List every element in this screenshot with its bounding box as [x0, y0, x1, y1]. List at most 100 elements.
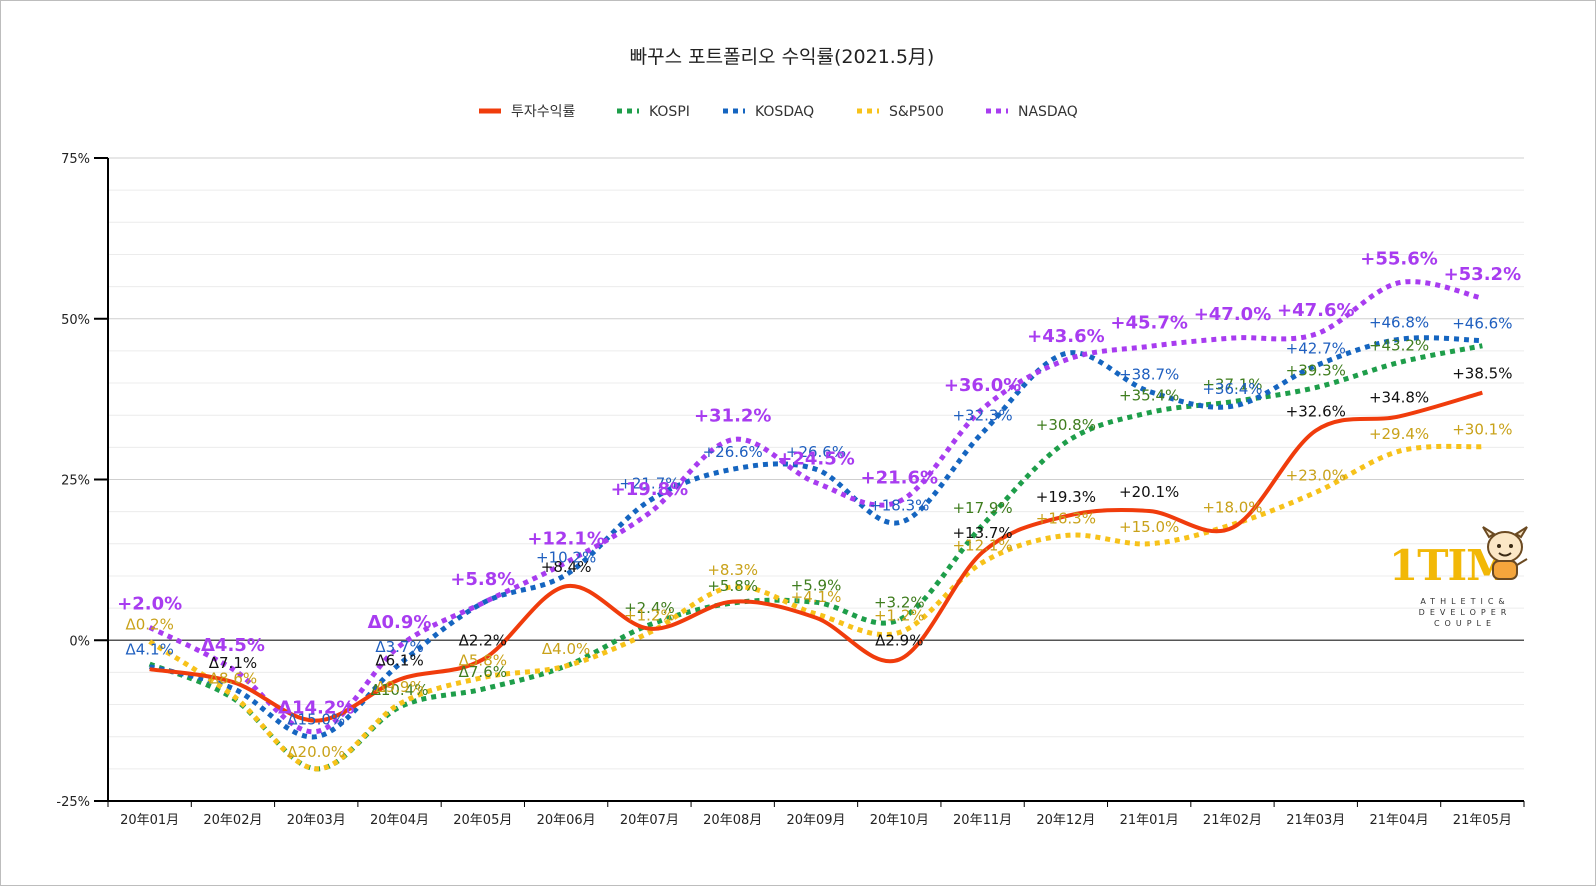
data-label: +53.2%	[1444, 264, 1522, 285]
x-tick-label: 20年03月	[287, 813, 346, 828]
data-label: +3.2%	[874, 594, 925, 612]
data-label: +36.0%	[944, 375, 1022, 396]
x-tick-label: 21年03月	[1286, 813, 1345, 828]
data-label: Δ7.1%	[209, 654, 257, 672]
data-label: +26.6%	[703, 443, 763, 461]
data-label: +5.9%	[791, 576, 842, 594]
x-tick-label: 20年09月	[786, 813, 845, 828]
x-tick-label: 20年12月	[1036, 813, 1095, 828]
data-label: +43.6%	[1027, 326, 1105, 347]
data-label: +1.2%	[624, 607, 675, 625]
series-line-3	[148, 443, 1483, 772]
x-tick-label: 20年10月	[870, 813, 929, 828]
data-label: +38.7%	[1119, 365, 1179, 383]
data-label: +5.8%	[450, 569, 515, 590]
series-line-4	[148, 279, 1483, 735]
data-label: +32.6%	[1286, 403, 1346, 421]
chart-title: 빠꾸스 포트폴리오 수익률(2021.5月)	[630, 46, 935, 68]
data-label: +47.6%	[1277, 300, 1355, 321]
data-label: Δ20.0%	[287, 743, 345, 761]
data-label: +23.0%	[1286, 466, 1346, 484]
data-label: +18.3%	[869, 497, 929, 515]
y-tick-label: -25%	[56, 795, 90, 810]
data-label: +17.9%	[952, 499, 1012, 517]
data-label: +16.3%	[1036, 509, 1096, 527]
data-label: +2.4%	[624, 599, 675, 617]
data-label: +34.8%	[1369, 388, 1429, 406]
logo-tagline-2: DEVELOPER	[1418, 608, 1512, 617]
data-label: Δ15.0%	[287, 711, 345, 729]
y-tick-label: 75%	[61, 152, 90, 167]
data-label: Δ10.4%	[371, 681, 429, 699]
data-label: Δ7.6%	[459, 663, 507, 681]
y-tick-label: 25%	[61, 474, 90, 489]
legend-label: KOSPI	[649, 104, 690, 120]
data-label: +12.1%	[527, 528, 605, 549]
data-labels: Δ7.1% Δ6.1% Δ2.2% +8.4% Δ2.9% +13.7% +19.3% +20…	[117, 249, 1521, 761]
x-tick-label: 20年08月	[703, 813, 762, 828]
data-label: +18.0%	[1202, 499, 1262, 517]
x-tick-label: 20年06月	[537, 813, 596, 828]
legend-label: KOSDAQ	[755, 104, 814, 120]
y-tick-label: 50%	[61, 313, 90, 328]
data-label: +45.7%	[1110, 312, 1188, 333]
data-label: +46.8%	[1369, 313, 1429, 331]
data-label: Δ4.5%	[201, 635, 265, 656]
x-tick-label: 21年02月	[1203, 813, 1262, 828]
y-tick-label: 0%	[69, 634, 90, 649]
data-label: +30.1%	[1452, 421, 1512, 439]
data-label: +19.3%	[1036, 488, 1096, 506]
series-line-0	[149, 390, 1483, 723]
data-label: +26.6%	[786, 443, 846, 461]
logo-tagline-1: ATHLETIC&	[1420, 597, 1510, 606]
data-label: +4.1%	[791, 588, 842, 606]
x-tick-label: 20年11月	[953, 813, 1012, 828]
data-label: +31.2%	[694, 406, 772, 427]
legend-label: 투자수익률	[511, 104, 576, 120]
data-label: Δ3.7%	[375, 638, 423, 656]
data-label: Δ4.1%	[125, 641, 173, 659]
data-label: +55.6%	[1360, 249, 1438, 270]
data-label: +32.3%	[952, 407, 1012, 425]
data-label: +8.3%	[707, 561, 758, 579]
data-label: +8.4%	[541, 558, 592, 576]
data-label: +21.6%	[861, 467, 939, 488]
data-label: Δ0.9%	[368, 612, 432, 633]
data-label: +36.4%	[1202, 380, 1262, 398]
data-label: Δ2.9%	[875, 632, 923, 650]
x-tick-label: 20年01月	[120, 813, 179, 828]
data-label: Δ5.8%	[459, 652, 507, 670]
data-label: +21.7%	[619, 475, 679, 493]
data-label: Δ6.1%	[375, 651, 423, 669]
logo-tagline-3: COUPLE	[1433, 619, 1497, 628]
data-label: +20.1%	[1119, 483, 1179, 501]
legend-label: NASDAQ	[1018, 104, 1078, 120]
data-label: +24.5%	[777, 449, 855, 470]
data-label: +10.2%	[536, 549, 596, 567]
data-label: +46.6%	[1452, 315, 1512, 333]
mascot-icon	[1482, 526, 1528, 580]
series-line-2	[149, 335, 1483, 740]
data-label: +13.7%	[952, 524, 1012, 542]
data-label: +35.4%	[1119, 387, 1179, 405]
data-label: +15.0%	[1119, 518, 1179, 536]
data-label: +12.1%	[952, 536, 1012, 554]
data-label: +39.3%	[1286, 362, 1346, 380]
legend-label: S&P500	[889, 104, 944, 120]
data-label: +47.0%	[1194, 304, 1272, 325]
data-label: Δ0.2%	[125, 616, 173, 634]
data-label: +42.7%	[1286, 340, 1346, 358]
data-label: +30.8%	[1036, 416, 1096, 434]
data-label: +19.8%	[611, 479, 689, 500]
series-lines	[148, 279, 1483, 772]
data-label: Δ8.6%	[209, 670, 257, 688]
data-label: +29.4%	[1369, 425, 1429, 443]
x-tick-label: 20年07月	[620, 813, 679, 828]
data-label: +37.1%	[1202, 376, 1262, 394]
x-tick-label: 20年04月	[370, 813, 429, 828]
data-label: +2.0%	[117, 593, 182, 614]
brand-logo: 1TIM ATHLETIC& DEVELOPER COUPLE	[1389, 526, 1539, 641]
x-tick-label: 21年05月	[1453, 813, 1512, 828]
x-tick-label: 21年04月	[1370, 813, 1429, 828]
